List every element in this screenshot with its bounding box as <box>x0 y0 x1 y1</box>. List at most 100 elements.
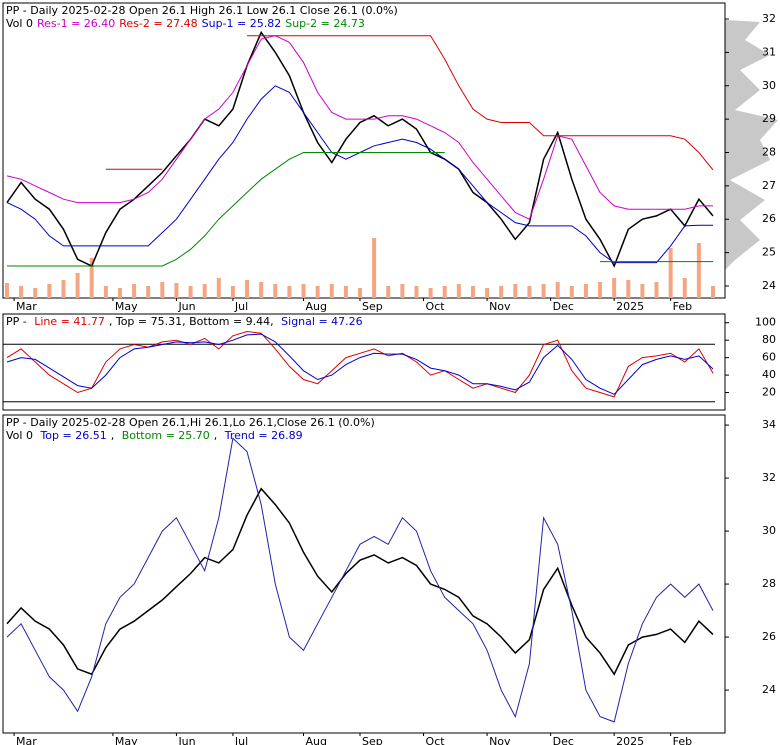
x-tick-label: Oct <box>426 735 446 745</box>
volume-bar <box>640 284 645 298</box>
volume-bar <box>117 288 122 298</box>
y-tick-label: 28 <box>762 146 776 159</box>
x-tick-label: 2025 <box>616 300 644 313</box>
series-line <box>6 85 713 264</box>
volume-bar <box>132 284 137 298</box>
volume-bar <box>428 288 433 298</box>
x-tick-label: Jul <box>234 300 248 313</box>
volume-bar <box>626 280 631 298</box>
volume-bar <box>315 286 320 298</box>
legend: Vol 0 Res-1 = 26.40 Res-2 = 27.48 Sup-1 = 2… <box>6 17 365 30</box>
y-tick-label: 25 <box>762 246 776 259</box>
volume-bar <box>696 243 701 298</box>
x-tick-label: Dec <box>553 300 574 313</box>
volume-bar <box>216 278 221 298</box>
y-tick-label: 34 <box>762 418 776 431</box>
x-tick-label: Jul <box>234 735 248 745</box>
y-tick-label: 30 <box>762 524 776 537</box>
volume-bar <box>287 286 292 298</box>
volume-bar <box>527 286 532 298</box>
y-tick-label: 31 <box>762 45 776 58</box>
volume-bar <box>89 258 94 298</box>
x-tick-label: Feb <box>673 300 692 313</box>
volume-bar <box>188 286 193 298</box>
volume-bar <box>259 282 264 298</box>
legend-entry: Vol 0 <box>6 17 33 30</box>
volume-bar <box>541 284 546 298</box>
legend-entry: Sup-1 = 25.82 <box>202 17 282 30</box>
series-line <box>6 437 714 723</box>
legend-entry: Bottom = 25.70 <box>122 429 210 442</box>
volume-bar <box>146 286 151 298</box>
volume-bar <box>75 273 80 298</box>
volume-bar <box>61 280 66 298</box>
x-tick-label: Nov <box>489 735 511 745</box>
y-tick-label: 29 <box>762 112 776 125</box>
volume-bar <box>711 286 715 298</box>
y-tick-label: 40 <box>762 368 776 381</box>
y-tick-label: 80 <box>762 333 776 346</box>
volume-bar <box>19 286 24 298</box>
x-tick-label: Jun <box>177 735 195 745</box>
legend-entry: Signal = 47.26 <box>281 315 363 328</box>
volume-bar <box>470 286 475 298</box>
x-tick-label: Oct <box>426 300 446 313</box>
legend-entry: Vol 0 <box>6 429 36 442</box>
volume-bar <box>569 286 574 298</box>
x-tick-label: Sep <box>362 300 383 313</box>
x-tick-label: Aug <box>306 735 327 745</box>
panel-header: PP - Daily 2025-02-28 Open 26.1,Hi 26.1,… <box>6 416 375 429</box>
x-tick-label: May <box>115 300 138 313</box>
volume-bar <box>343 286 348 298</box>
volume-bar <box>555 282 560 298</box>
y-tick-label: 28 <box>762 577 776 590</box>
volume-bar <box>301 284 306 298</box>
y-tick-label: 24 <box>762 279 776 292</box>
legend-entry: PP - <box>6 315 30 328</box>
volume-bar <box>329 284 334 298</box>
legend-entry: Line = 41.77 <box>34 315 105 328</box>
volume-bar <box>5 283 9 298</box>
y-tick-label: 26 <box>762 212 776 225</box>
volume-bar <box>273 284 278 298</box>
series-line <box>7 152 713 267</box>
volume-bar <box>612 278 617 298</box>
volume-bar <box>358 288 362 298</box>
volume-bar <box>400 284 405 298</box>
y-tick-label: 27 <box>762 179 776 192</box>
legend-entry: , <box>214 429 221 442</box>
series-line <box>6 330 714 398</box>
volume-bar <box>202 284 207 298</box>
legend-entry: , <box>111 429 118 442</box>
y-tick-label: 24 <box>762 683 776 696</box>
legend-entry: Res-1 = 26.40 <box>37 17 115 30</box>
legend-entry: Top = 26.51 <box>39 429 106 442</box>
volume-bar <box>372 238 377 298</box>
volume-bar <box>442 286 447 298</box>
y-tick-label: 32 <box>762 12 776 25</box>
y-tick-label: 20 <box>762 386 776 399</box>
volume-bar <box>160 282 165 298</box>
legend-entry: Sup-2 = 24.73 <box>285 17 365 30</box>
volume-bar <box>485 288 490 298</box>
x-tick-label: Jun <box>177 300 195 313</box>
series-line <box>6 35 713 220</box>
volume-profile <box>725 20 778 270</box>
legend-entry: Trend = 26.89 <box>224 429 303 442</box>
x-tick-label: Sep <box>362 735 383 745</box>
volume-bar <box>499 286 504 298</box>
volume-bar <box>33 288 38 298</box>
panel-frame <box>2 2 726 299</box>
series-line <box>105 35 714 171</box>
volume-bar <box>456 284 461 298</box>
volume-bar <box>414 286 419 298</box>
legend-entry: Res-2 = 27.48 <box>119 17 197 30</box>
y-tick-label: 26 <box>762 630 776 643</box>
panel-frame <box>2 313 726 411</box>
series-line <box>6 333 714 395</box>
x-tick-label: 2025 <box>616 735 644 745</box>
volume-bar <box>682 278 687 298</box>
x-tick-label: Mar <box>16 735 37 745</box>
volume-bar <box>668 248 673 298</box>
volume-bar <box>598 282 603 298</box>
